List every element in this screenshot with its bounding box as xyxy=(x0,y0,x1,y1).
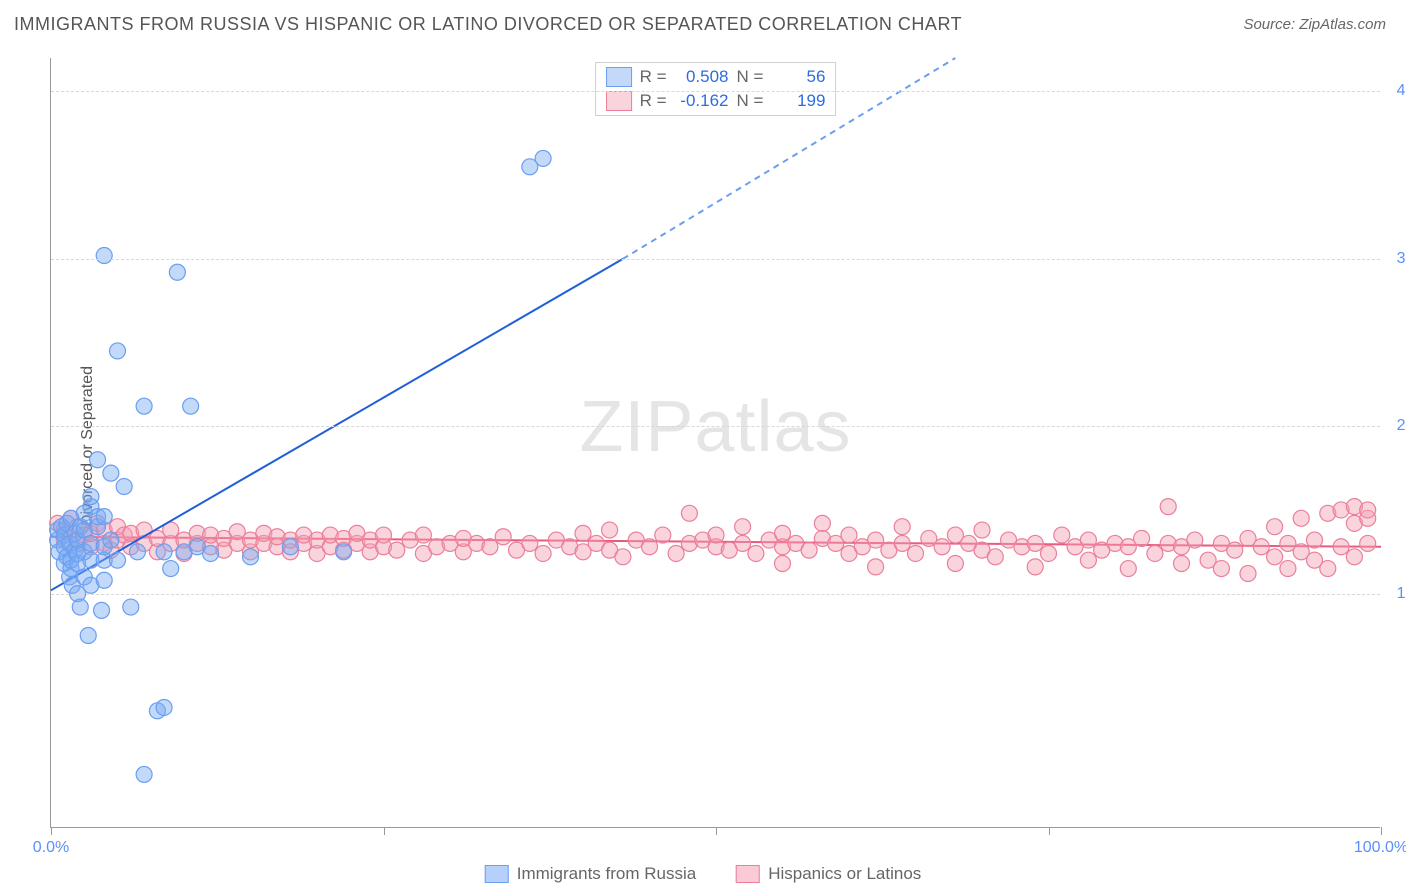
legend-label-russia: Immigrants from Russia xyxy=(517,864,696,884)
x-tick xyxy=(1049,827,1050,835)
chart-title: IMMIGRANTS FROM RUSSIA VS HISPANIC OR LA… xyxy=(14,14,962,35)
grid-line xyxy=(51,91,1380,92)
legend-swatch-icon xyxy=(485,865,509,883)
series-legend: Immigrants from Russia Hispanics or Lati… xyxy=(485,864,922,884)
x-tick-label: 0.0% xyxy=(33,839,69,857)
y-tick-label: 40.0% xyxy=(1397,82,1406,100)
y-tick-label: 20.0% xyxy=(1397,417,1406,435)
source-attribution: Source: ZipAtlas.com xyxy=(1243,16,1386,33)
x-tick xyxy=(1381,827,1382,835)
grid-line xyxy=(51,259,1380,260)
grid-line xyxy=(51,426,1380,427)
legend-item-russia: Immigrants from Russia xyxy=(485,864,696,884)
x-tick xyxy=(384,827,385,835)
y-tick-label: 10.0% xyxy=(1397,585,1406,603)
plot-area: ZIPatlas R = 0.508 N = 56 R = -0.162 N =… xyxy=(50,58,1380,828)
legend-swatch-icon xyxy=(736,865,760,883)
legend-label-hispanic: Hispanics or Latinos xyxy=(768,864,921,884)
x-tick xyxy=(716,827,717,835)
y-tick-label: 30.0% xyxy=(1397,250,1406,268)
x-tick-label: 100.0% xyxy=(1354,839,1406,857)
legend-item-hispanic: Hispanics or Latinos xyxy=(736,864,921,884)
scatter-svg xyxy=(51,58,1380,827)
grid-line xyxy=(51,594,1380,595)
x-tick xyxy=(51,827,52,835)
